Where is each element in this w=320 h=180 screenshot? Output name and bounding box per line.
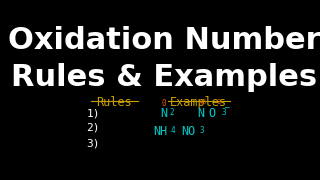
Text: N: N <box>160 107 167 120</box>
Text: 4: 4 <box>171 126 175 135</box>
Text: 1): 1) <box>87 108 100 118</box>
Text: NO: NO <box>181 125 196 138</box>
Text: Rules: Rules <box>97 96 132 109</box>
Text: 2): 2) <box>87 123 100 133</box>
Text: 3): 3) <box>87 138 100 148</box>
Text: 0: 0 <box>162 99 166 108</box>
Text: Oxidation Number: Oxidation Number <box>8 26 320 55</box>
Text: 3: 3 <box>221 107 226 116</box>
Text: O: O <box>209 107 216 120</box>
Text: 2: 2 <box>170 107 174 116</box>
Text: Rules & Examples: Rules & Examples <box>11 63 317 92</box>
Text: NH: NH <box>153 125 167 138</box>
Text: –: – <box>225 103 229 112</box>
Text: Examples: Examples <box>170 96 227 109</box>
Text: 3: 3 <box>199 126 204 135</box>
Text: +5: +5 <box>199 99 207 105</box>
Text: N: N <box>197 107 204 120</box>
Text: -2: -2 <box>214 99 222 105</box>
